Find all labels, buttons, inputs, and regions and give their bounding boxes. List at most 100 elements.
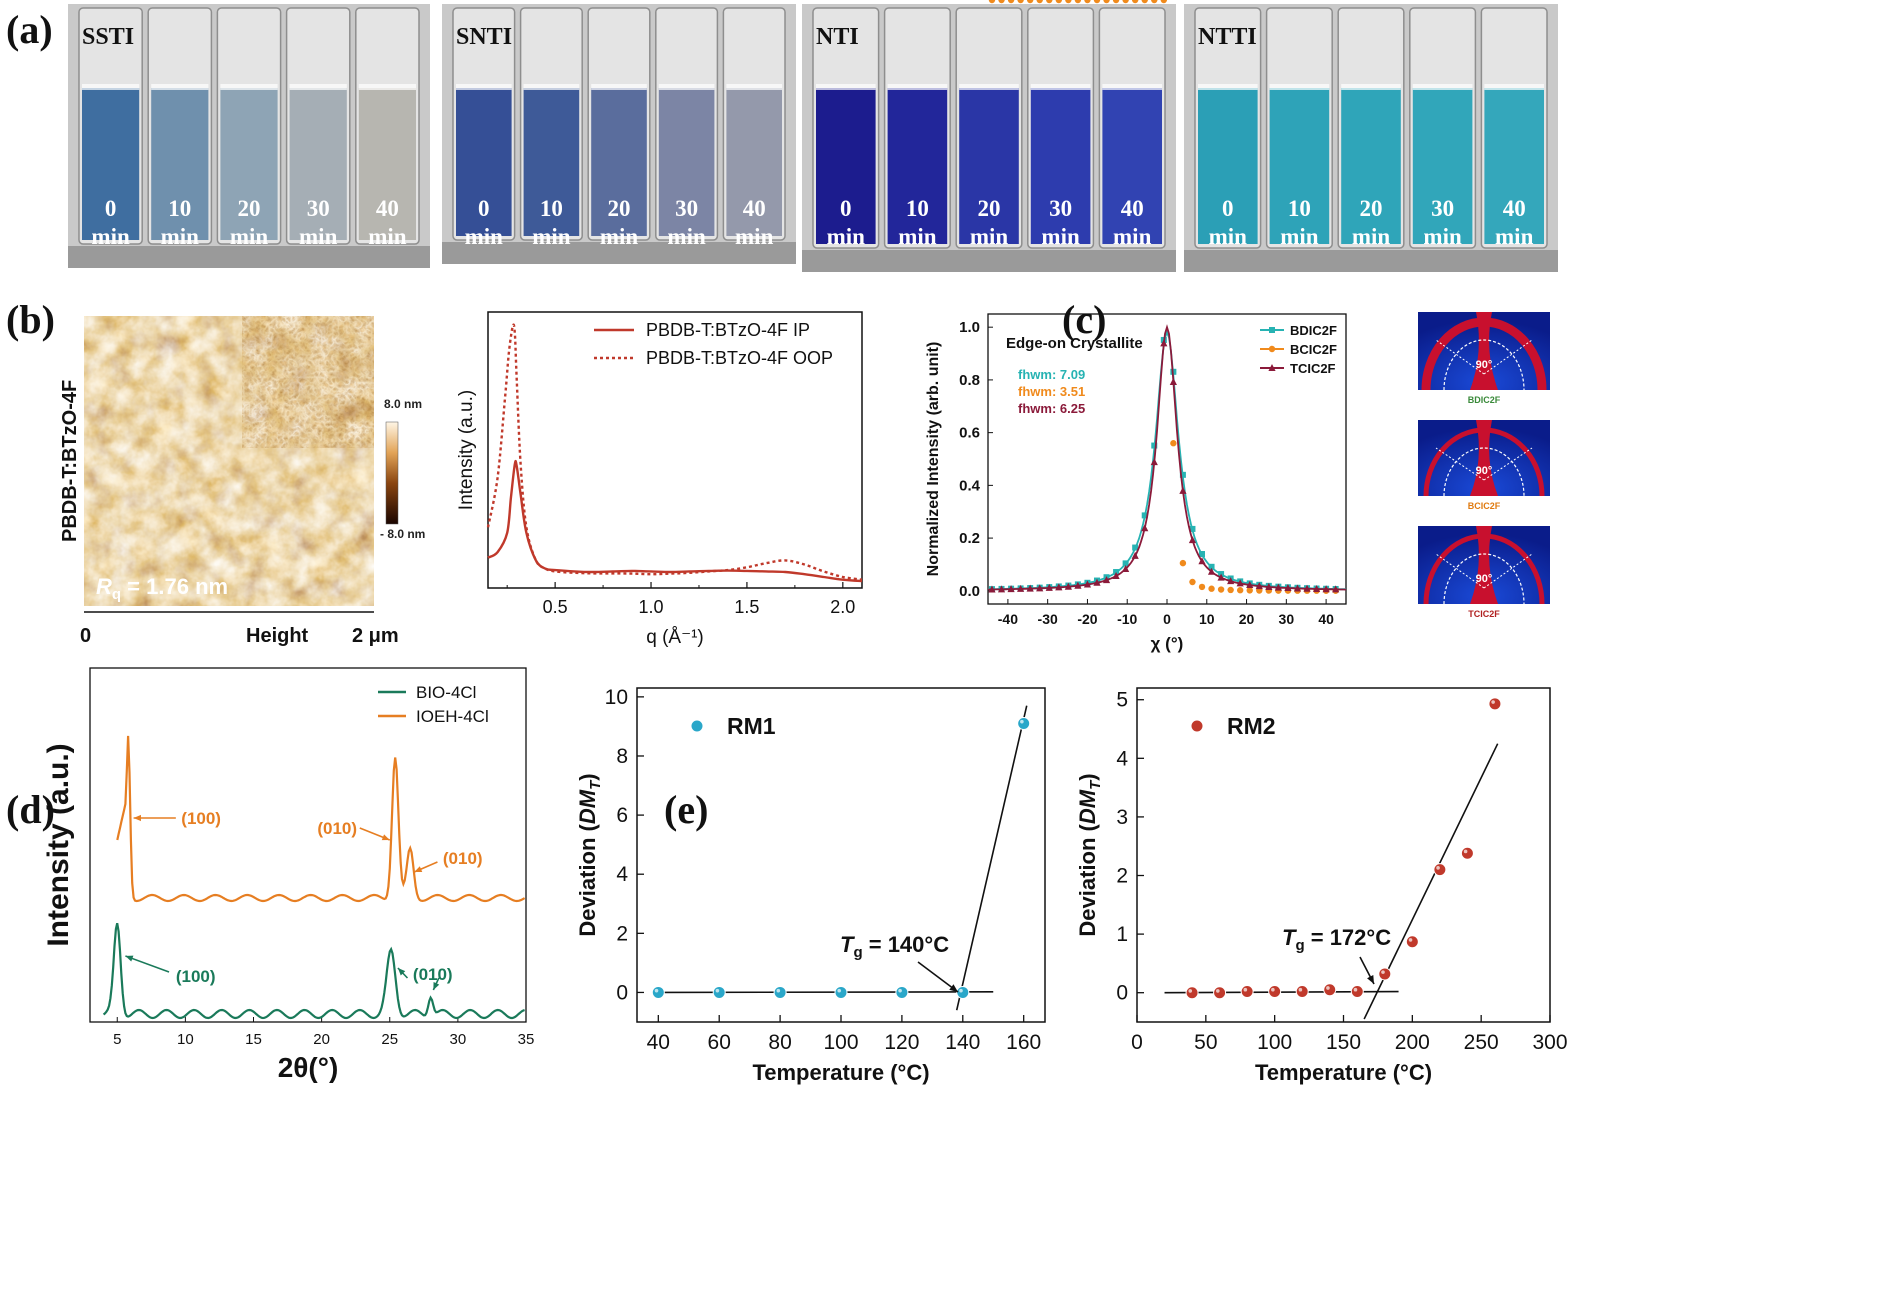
photo-base — [802, 250, 1176, 272]
data-point-BCIC2F — [1074, 0, 1082, 4]
data-point — [956, 985, 970, 999]
x-tick-label: 200 — [1395, 1031, 1430, 1054]
peak-arrowhead — [414, 866, 423, 872]
time-label-unit-3: min — [299, 224, 338, 249]
data-point — [1378, 967, 1392, 981]
cuvette-group-snti: 0 min 10 min 20 min 30 min 40 min SNTI — [442, 4, 796, 264]
data-point-TCIC2F — [1007, 585, 1015, 593]
time-label-num-2: 20 — [608, 196, 631, 221]
x-tick-label-1.5: 1.5 — [734, 597, 759, 617]
data-point-TCIC2F — [1131, 551, 1139, 559]
afm-scale-bar — [385, 421, 399, 525]
panel-a-cuvettes: 0 min 10 min 20 min 30 min 40 min SSTI 0 min 10 min 20 m… — [68, 4, 1558, 272]
data-point — [1460, 846, 1474, 860]
data-point-highlight — [776, 988, 781, 993]
cuvette-liquid-2 — [220, 88, 278, 240]
series-line-0 — [487, 459, 863, 583]
panel-b-label: (b) — [6, 297, 55, 342]
data-point-TCIC2F — [1160, 339, 1168, 347]
time-label-num-4: 40 — [743, 196, 766, 221]
cuvette-meniscus-2 — [591, 84, 647, 90]
cuvette-meniscus-0 — [82, 84, 140, 90]
data-point-highlight — [1436, 866, 1440, 870]
x-tick-label: 20 — [1239, 611, 1255, 627]
y-tick-label: 0.2 — [959, 530, 980, 547]
time-label-unit-4: min — [1495, 224, 1534, 249]
cuvette-meniscus-0 — [1198, 84, 1258, 90]
data-point-TCIC2F — [997, 585, 1006, 593]
x-tick-label: 80 — [768, 1031, 791, 1054]
y-tick-label: 5 — [1116, 689, 1128, 712]
cuvette-meniscus-1 — [523, 84, 580, 90]
data-point — [1017, 716, 1031, 730]
peak-arrowhead — [133, 814, 141, 822]
tg-annotation: Tg = 140°C — [840, 932, 949, 961]
panel-e-rm1-chart: 40 60 80 100 120 140 160 0 2 4 6 8 10 Temperature (°C… — [575, 686, 1046, 1085]
x-tick-label-1.0: 1.0 — [639, 597, 664, 617]
y-axis-label: Intensity (a.u.) — [456, 390, 477, 510]
time-label-unit-4: min — [735, 224, 774, 249]
cuvette-meniscus-4 — [358, 84, 416, 90]
data-point-highlight — [1243, 987, 1248, 992]
data-point-highlight — [1271, 987, 1275, 992]
data-point-highlight — [1463, 849, 1468, 854]
data-point-highlight — [1298, 987, 1303, 992]
y-tick-label: 0 — [1116, 982, 1128, 1005]
cuvette-liquid-3 — [1412, 88, 1473, 244]
group-name-label: SSTI — [82, 24, 134, 50]
peak-label: (010) — [317, 819, 357, 838]
time-label-unit-4: min — [368, 224, 407, 249]
data-point-BCIC2F — [1246, 587, 1253, 594]
y-tick-label: 0 — [616, 981, 628, 1004]
data-point-BCIC2F — [988, 0, 996, 4]
data-point-BDIC2F — [1199, 551, 1206, 558]
plot-frame — [89, 667, 527, 1023]
inset-streak — [1470, 526, 1498, 604]
data-point-BCIC2F — [1141, 0, 1148, 4]
data-point-TCIC2F — [988, 585, 996, 593]
inset-angle-line — [1435, 339, 1485, 375]
cuvette-liquid-0 — [1198, 88, 1258, 244]
data-point-BCIC2F — [1189, 578, 1196, 586]
data-point-BCIC2F — [1017, 0, 1024, 4]
x-tick-label: 140 — [945, 1031, 980, 1054]
group-name-label: NTTI — [1198, 24, 1257, 50]
data-point-highlight — [1353, 987, 1358, 992]
inset-angle: 90° — [1476, 573, 1493, 585]
time-label-unit-2: min — [600, 224, 639, 249]
cuvette-meniscus-4 — [1484, 84, 1544, 90]
x-tick-label: 0 — [1163, 611, 1171, 627]
data-point-BCIC2F — [1198, 583, 1206, 591]
y-tick-label: 0.4 — [959, 477, 981, 494]
data-point — [651, 985, 665, 999]
panel-d-label: (d) — [6, 787, 55, 832]
data-point-BDIC2F — [1141, 512, 1148, 519]
data-point-TCIC2F — [1198, 557, 1206, 565]
inset-angle-line — [1483, 553, 1533, 589]
peak-label: (010) — [443, 849, 483, 868]
cuvette-meniscus-2 — [959, 84, 1019, 90]
data-point — [1405, 935, 1419, 949]
data-point — [1213, 986, 1227, 1000]
time-label-num-0: 0 — [1222, 196, 1234, 221]
cuvette-group-ntti: 0 min 10 min 20 min 30 min 40 min NTTI — [1184, 4, 1558, 272]
time-label-num-0: 0 — [105, 196, 117, 221]
data-point-TCIC2F — [1150, 458, 1158, 466]
panel-e-rm2-chart: 0 50 100 150 200 250 300 0 1 2 3 4 5 Temperature (°C)… — [1075, 687, 1568, 1085]
data-point-BCIC2F — [1065, 0, 1072, 4]
time-label-unit-1: min — [161, 224, 200, 249]
data-point-BDIC2F — [1179, 471, 1186, 478]
legend-label: BDIC2F — [1290, 323, 1337, 338]
cuvette-meniscus-1 — [151, 84, 209, 90]
legend-marker — [1268, 345, 1276, 353]
panel-d-xrd-chart: 5 10 15 20 25 30 35 2θ(°) Intensity (a.u.) BIO-4C… — [42, 667, 534, 1083]
y-tick-label: 10 — [605, 686, 628, 709]
tg-arrowhead — [949, 984, 958, 992]
y-tick-label: 6 — [616, 804, 628, 827]
giwaxs-inset-TCIC2F: 90° TCIC2F — [1418, 526, 1550, 619]
data-point-BCIC2F — [1084, 0, 1091, 4]
data-point-BCIC2F — [1160, 0, 1168, 4]
data-point-TCIC2F — [1265, 582, 1273, 590]
inset-label: BDIC2F — [1468, 395, 1501, 405]
